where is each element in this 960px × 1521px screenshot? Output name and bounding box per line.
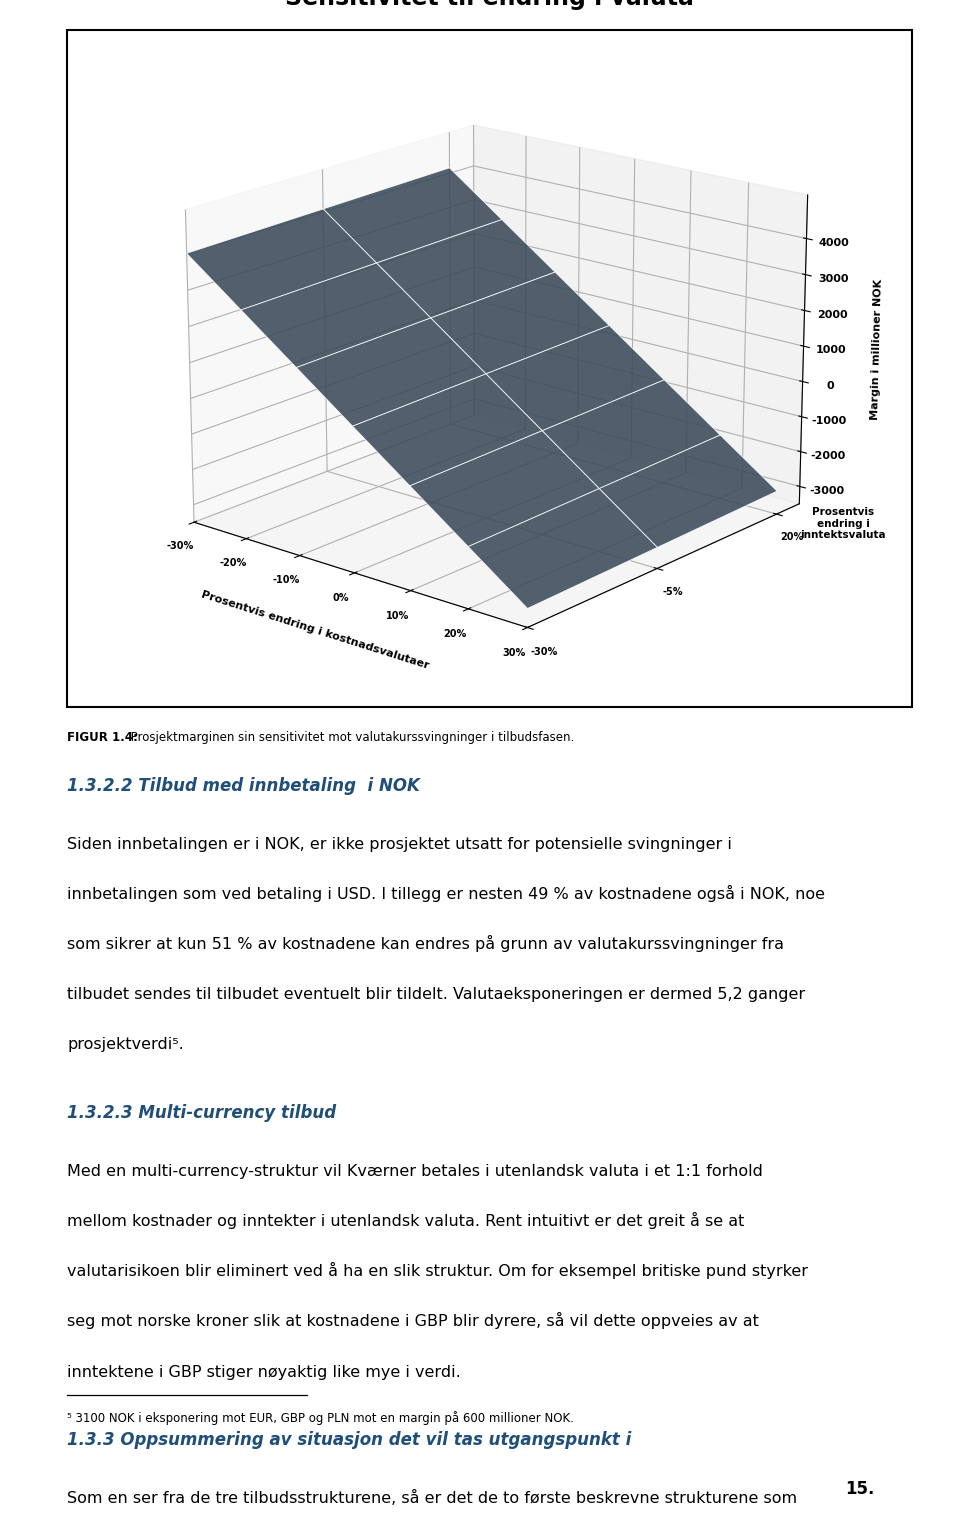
Text: 1.3.3 Oppsummering av situasjon det vil tas utgangspunkt i: 1.3.3 Oppsummering av situasjon det vil … (67, 1431, 632, 1450)
Text: ⁵ 3100 NOK i eksponering mot EUR, GBP og PLN mot en margin på 600 millioner NOK.: ⁵ 3100 NOK i eksponering mot EUR, GBP og… (67, 1411, 574, 1425)
Text: Prosjektmarginen sin sensitivitet mot valutakurssvingninger i tilbudsfasen.: Prosjektmarginen sin sensitivitet mot va… (127, 730, 574, 744)
Text: mellom kostnader og inntekter i utenlandsk valuta. Rent intuitivt er det greit å: mellom kostnader og inntekter i utenland… (67, 1212, 745, 1229)
Title: Sensitivitet til endring i valuta: Sensitivitet til endring i valuta (285, 0, 694, 11)
Text: 15.: 15. (845, 1480, 875, 1498)
Text: tilbudet sendes til tilbudet eventuelt blir tildelt. Valutaeksponeringen er derm: tilbudet sendes til tilbudet eventuelt b… (67, 987, 805, 1002)
Text: 1.3.2.3 Multi-currency tilbud: 1.3.2.3 Multi-currency tilbud (67, 1104, 336, 1122)
Text: Som en ser fra de tre tilbudsstrukturene, så er det de to første beskrevne struk: Som en ser fra de tre tilbudsstrukturene… (67, 1489, 798, 1506)
Text: FIGUR 1.4:: FIGUR 1.4: (67, 730, 138, 744)
Text: inntektene i GBP stiger nøyaktig like mye i verdi.: inntektene i GBP stiger nøyaktig like my… (67, 1364, 461, 1380)
Text: seg mot norske kroner slik at kostnadene i GBP blir dyrere, så vil dette oppveie: seg mot norske kroner slik at kostnadene… (67, 1313, 759, 1329)
Text: Siden innbetalingen er i NOK, er ikke prosjektet utsatt for potensielle svingnin: Siden innbetalingen er i NOK, er ikke pr… (67, 837, 732, 852)
Text: valutarisikoen blir eliminert ved å ha en slik struktur. Om for eksempel britisk: valutarisikoen blir eliminert ved å ha e… (67, 1262, 808, 1279)
Text: prosjektverdi⁵.: prosjektverdi⁵. (67, 1037, 184, 1053)
X-axis label: Prosentvis endring i kostnadsvalutaer: Prosentvis endring i kostnadsvalutaer (201, 590, 431, 671)
Text: som sikrer at kun 51 % av kostnadene kan endres på grunn av valutakurssvingninge: som sikrer at kun 51 % av kostnadene kan… (67, 935, 784, 952)
Text: innbetalingen som ved betaling i USD. I tillegg er nesten 49 % av kostnadene ogs: innbetalingen som ved betaling i USD. I … (67, 885, 826, 902)
Text: 1.3.2.2 Tilbud med innbetaling  i NOK: 1.3.2.2 Tilbud med innbetaling i NOK (67, 777, 420, 795)
Text: Med en multi-currency-struktur vil Kværner betales i utenlandsk valuta i et 1:1 : Med en multi-currency-struktur vil Kværn… (67, 1164, 763, 1179)
